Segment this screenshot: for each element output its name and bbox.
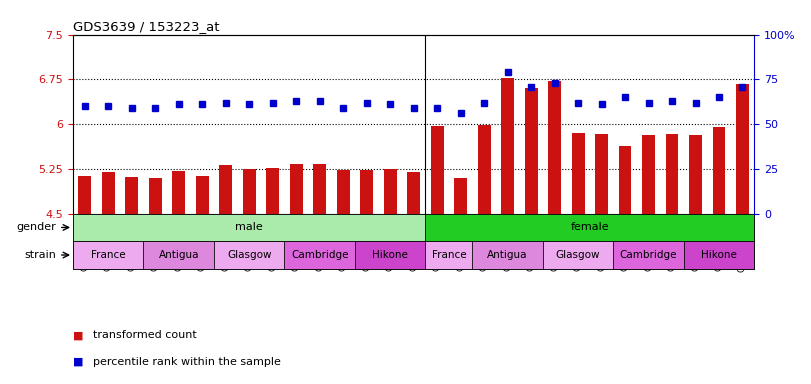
Text: Glasgow: Glasgow [556, 250, 600, 260]
Bar [501, 78, 514, 214]
Bar [242, 169, 255, 214]
Bar [595, 134, 608, 214]
Text: Cambridge: Cambridge [291, 250, 349, 260]
Bar [195, 176, 208, 214]
Text: GDS3639 / 153223_at: GDS3639 / 153223_at [73, 20, 220, 33]
Bar [101, 172, 114, 214]
Text: Hikone: Hikone [372, 250, 408, 260]
Bar [214, 241, 285, 269]
Bar [454, 179, 467, 214]
Bar [144, 241, 214, 269]
Bar [73, 214, 425, 241]
Text: ■: ■ [73, 330, 87, 340]
Bar [548, 81, 561, 214]
Text: transformed count: transformed count [93, 330, 197, 340]
Bar [478, 125, 491, 214]
Bar [360, 170, 373, 214]
Bar [666, 134, 679, 214]
Bar [313, 164, 326, 214]
Bar [125, 177, 138, 214]
Text: percentile rank within the sample: percentile rank within the sample [93, 357, 281, 367]
Bar [355, 241, 425, 269]
Text: ■: ■ [73, 357, 87, 367]
Bar [384, 169, 397, 214]
Bar [407, 172, 420, 214]
Bar [219, 166, 232, 214]
Bar [684, 241, 754, 269]
Bar [290, 164, 303, 214]
Bar [148, 178, 161, 214]
Bar [689, 135, 702, 214]
Text: Antigua: Antigua [487, 250, 528, 260]
Bar [525, 88, 538, 214]
Bar [642, 135, 655, 214]
Bar [73, 241, 144, 269]
Bar [285, 241, 355, 269]
Bar [572, 133, 585, 214]
Bar [713, 126, 726, 214]
Bar [431, 126, 444, 214]
Bar [425, 241, 472, 269]
Text: Glasgow: Glasgow [227, 250, 272, 260]
Text: France: France [431, 250, 466, 260]
Text: female: female [570, 222, 609, 232]
Text: Antigua: Antigua [158, 250, 199, 260]
Text: Hikone: Hikone [701, 250, 737, 260]
Text: strain: strain [24, 250, 57, 260]
Bar [266, 168, 279, 214]
Text: Cambridge: Cambridge [620, 250, 677, 260]
Bar [337, 170, 350, 214]
Bar [472, 241, 543, 269]
Bar [172, 171, 185, 214]
Bar [619, 146, 632, 214]
Bar [736, 84, 749, 214]
Bar [79, 176, 91, 214]
Text: France: France [91, 250, 126, 260]
Text: male: male [235, 222, 263, 232]
Bar [543, 241, 613, 269]
Text: gender: gender [17, 222, 57, 232]
Bar [425, 214, 754, 241]
Bar [613, 241, 684, 269]
